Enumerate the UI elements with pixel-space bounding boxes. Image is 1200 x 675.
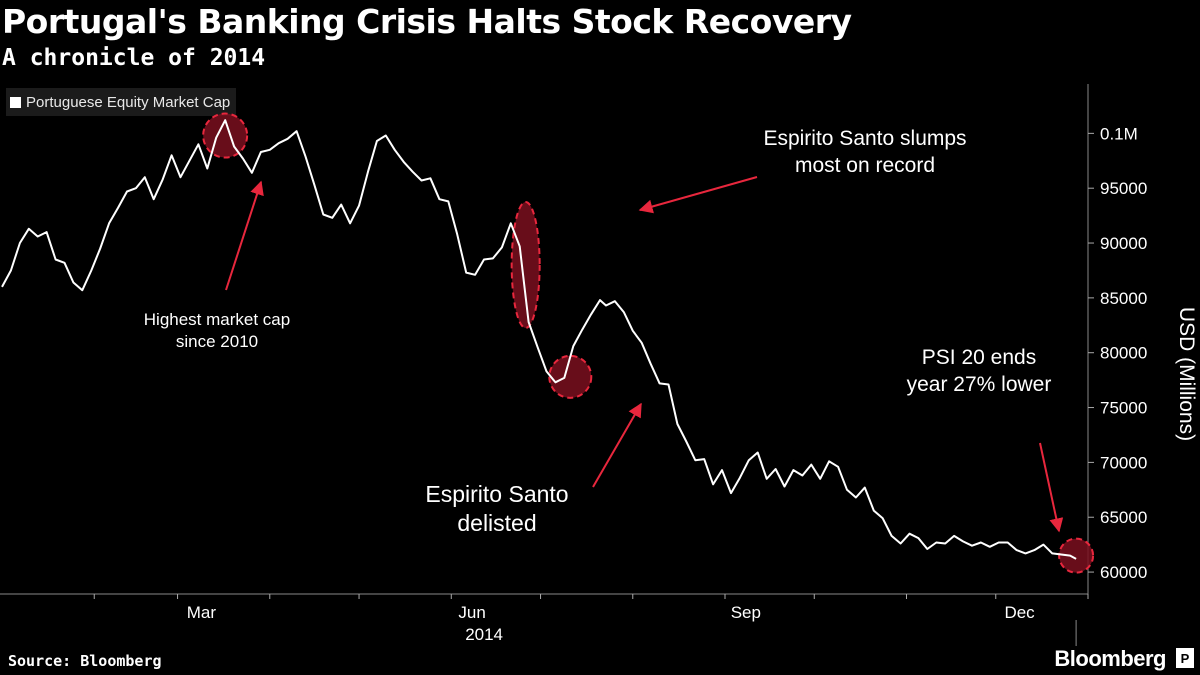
annotation-slump-line-1: Espirito Santo slumps xyxy=(763,127,966,150)
annotation-arrow-peak xyxy=(225,180,264,291)
legend-swatch xyxy=(10,96,21,108)
y-tick-label: 65000 xyxy=(1100,508,1147,527)
y-tick-label: 75000 xyxy=(1100,399,1147,418)
y-tick-label: 85000 xyxy=(1100,289,1147,308)
x-year-label: 2014 xyxy=(465,625,503,644)
series-line-market-cap xyxy=(1,119,1077,560)
annotation-peak-line-1: Highest market cap xyxy=(144,310,290,329)
y-axis-title: USD (Millions) xyxy=(1175,307,1198,441)
bloomberg-logo: Bloomberg xyxy=(1054,646,1166,671)
bloomberg-logo-mark-icon: P xyxy=(1176,648,1194,668)
y-tick-label: 0.1M xyxy=(1100,124,1138,143)
annotation-year-end-line-1: PSI 20 ends xyxy=(922,346,1036,369)
highlight-circle-year-end xyxy=(1058,537,1095,574)
annotation-slump-line-2: most on record xyxy=(795,154,935,177)
annotation-delisted-line-2: delisted xyxy=(457,510,536,536)
y-tick-label: 90000 xyxy=(1100,234,1147,253)
legend-label: Portuguese Equity Market Cap xyxy=(26,93,231,111)
legend: Portuguese Equity Market Cap xyxy=(6,88,237,116)
annotation-arrow-year-end xyxy=(1039,442,1064,533)
source-note: Source: Bloomberg xyxy=(8,652,162,670)
highlight-circle-delisted xyxy=(548,354,593,399)
x-tick-label: Mar xyxy=(187,603,217,622)
y-tick-label: 60000 xyxy=(1100,563,1147,582)
chart-title: Portugal's Banking Crisis Halts Stock Re… xyxy=(2,2,852,41)
annotation-peak-line-2: since 2010 xyxy=(176,332,258,351)
y-tick-label: 95000 xyxy=(1100,179,1147,198)
y-tick-label: 70000 xyxy=(1100,453,1147,472)
x-tick-label: Dec xyxy=(1004,603,1035,622)
annotation-arrow-slump xyxy=(638,176,758,214)
y-tick-label: 80000 xyxy=(1100,344,1147,363)
chart-subtitle: A chronicle of 2014 xyxy=(2,45,266,71)
annotation-year-end-line-2: year 27% lower xyxy=(907,373,1052,396)
x-tick-label: Jun xyxy=(458,603,485,622)
highlight-ellipse-slump xyxy=(510,200,541,329)
annotation-arrow-delisted xyxy=(592,402,642,488)
annotation-delisted-line-1: Espirito Santo xyxy=(425,481,568,507)
x-tick-label: Sep xyxy=(731,603,761,622)
